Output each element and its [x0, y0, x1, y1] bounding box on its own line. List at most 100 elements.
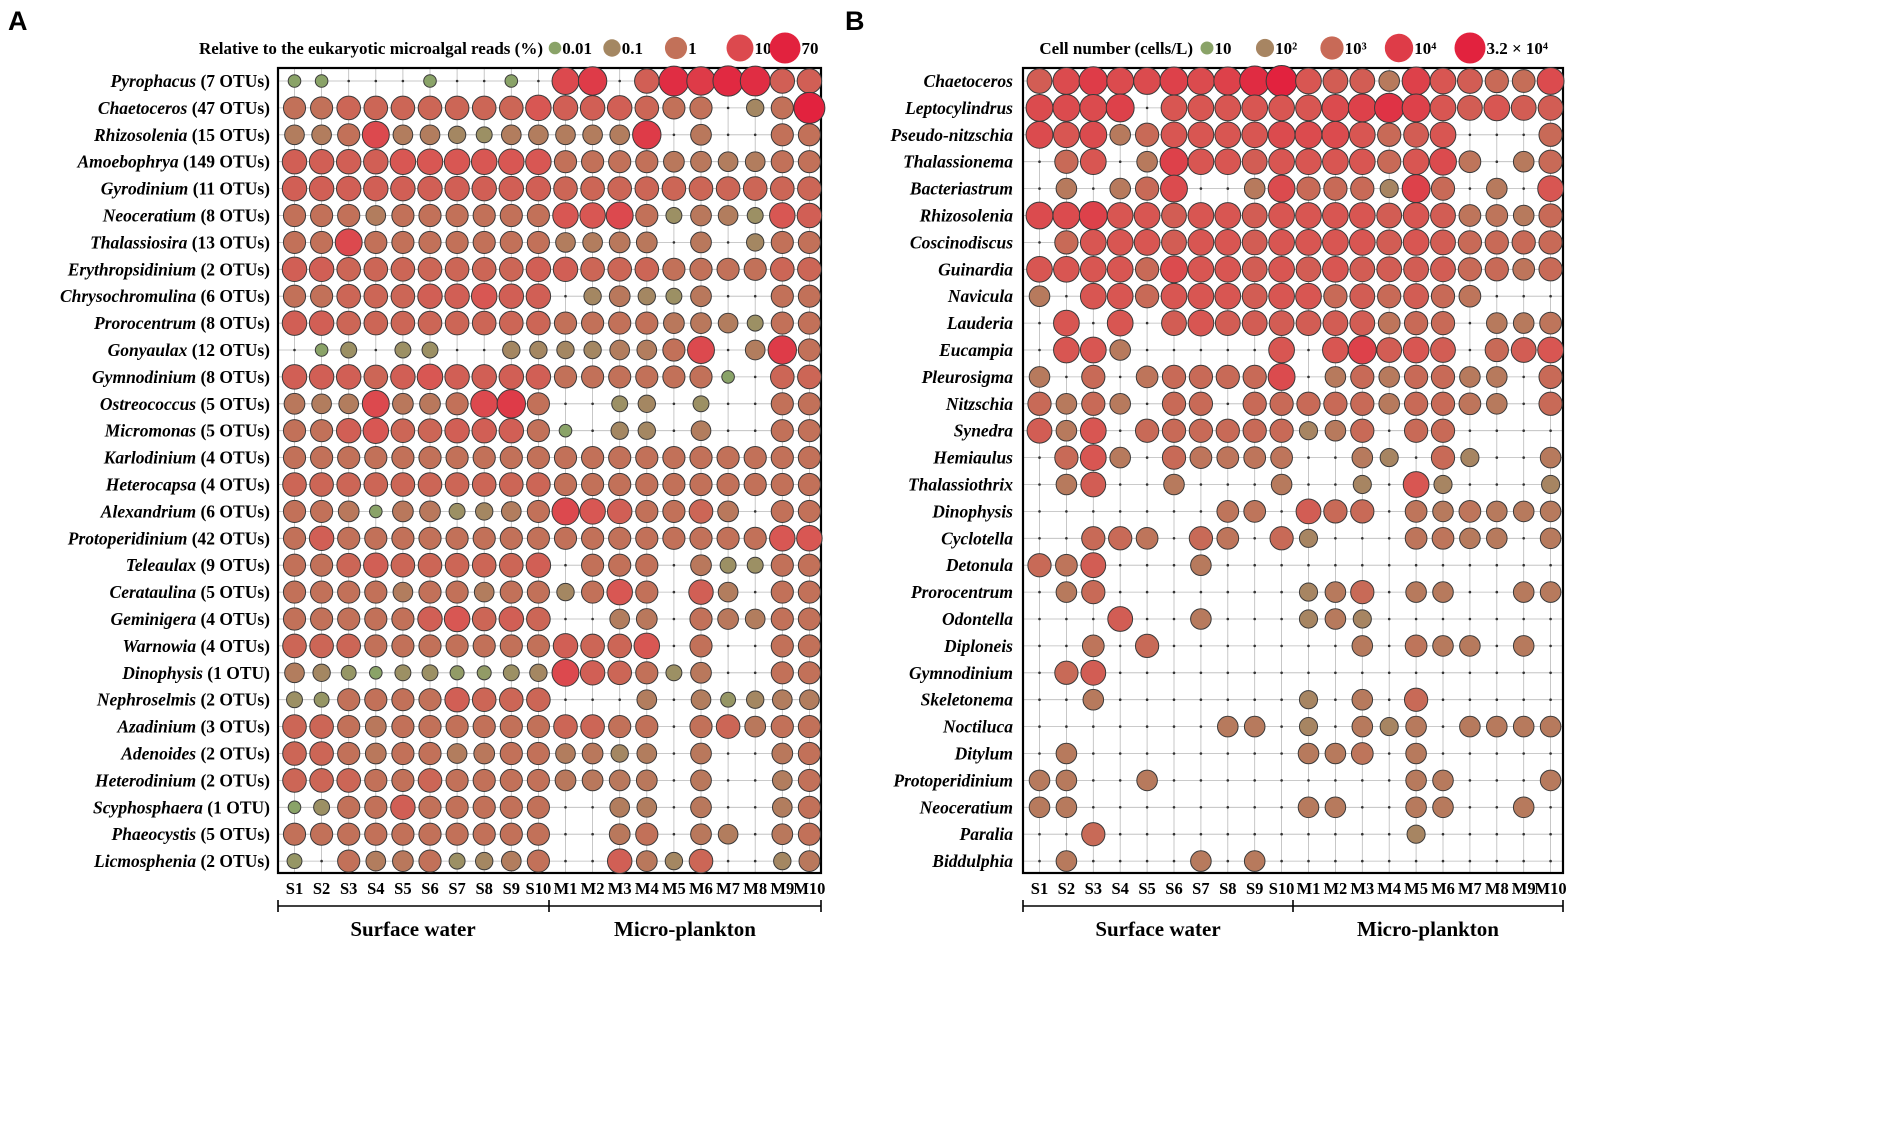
row-label-otus: (4 OTUs) [196, 448, 270, 468]
grid-node [1172, 617, 1176, 621]
row-label-taxon: Bacteriastrum [909, 179, 1013, 199]
data-bubble [337, 526, 361, 550]
data-bubble [716, 472, 740, 497]
data-bubble [1402, 148, 1430, 176]
data-bubble [418, 446, 442, 470]
data-bubble [1324, 419, 1347, 442]
data-bubble [1402, 202, 1430, 229]
data-bubble [635, 553, 659, 577]
row-label: Licmosphenia (2 OTUs) [93, 851, 270, 871]
data-bubble [635, 472, 659, 497]
data-bubble [310, 580, 334, 604]
data-bubble [634, 176, 660, 201]
data-bubble [1430, 364, 1456, 390]
data-bubble [391, 715, 415, 739]
data-bubble [338, 393, 360, 415]
grid-node [1468, 859, 1472, 863]
data-bubble [1028, 796, 1051, 819]
data-bubble [743, 446, 767, 470]
data-bubble [636, 689, 658, 711]
data-bubble [526, 795, 550, 819]
row-label: Alexandrium (6 OTUs) [100, 501, 270, 521]
column-label: S6 [421, 879, 438, 898]
data-bubble [392, 500, 414, 523]
data-bubble [1267, 120, 1296, 149]
grid-node [1441, 725, 1445, 728]
row-label-taxon: Heterocapsa [105, 475, 197, 495]
data-bubble [1484, 257, 1509, 282]
legend-label: 10 [754, 39, 771, 58]
data-bubble [499, 768, 523, 792]
row-label-taxon: Gymnodinium [92, 367, 196, 387]
data-bubble [1323, 284, 1348, 309]
data-bubble [1459, 366, 1481, 388]
grid-node [1495, 483, 1499, 486]
grid-node [1199, 698, 1203, 701]
grid-node [726, 752, 730, 755]
data-bubble [609, 124, 631, 146]
data-bubble [689, 472, 713, 497]
data-bubble [1351, 635, 1374, 657]
data-bubble [417, 606, 443, 632]
row-label: Rhizosolenia (15 OTUs) [93, 125, 270, 145]
data-bubble [471, 310, 497, 336]
grid-node [1522, 617, 1525, 621]
data-bubble [416, 363, 444, 391]
data-bubble [608, 365, 632, 389]
row-label-taxon: Cerataulina [110, 582, 197, 602]
data-bubble [581, 150, 605, 174]
grid-node [1441, 671, 1445, 675]
grid-node [672, 779, 676, 782]
row-label: Cyclotella [941, 528, 1013, 548]
grid-node [1065, 375, 1068, 379]
data-bubble [770, 150, 794, 174]
data-bubble [308, 525, 335, 552]
grid-node [726, 779, 730, 782]
grid-node [591, 859, 594, 863]
data-bubble [1349, 256, 1376, 283]
grid-node [1118, 563, 1122, 567]
grid-node [1118, 698, 1122, 701]
data-bubble [1241, 94, 1269, 122]
data-bubble [1348, 148, 1376, 176]
data-bubble [1214, 282, 1242, 310]
grid-node [1334, 859, 1337, 863]
data-bubble [282, 553, 307, 577]
data-bubble [282, 499, 307, 523]
data-bubble [525, 552, 552, 578]
data-bubble [1109, 393, 1131, 415]
data-bubble [1323, 176, 1348, 201]
data-bubble [1028, 285, 1051, 307]
data-bubble [1539, 527, 1562, 550]
data-bubble [282, 446, 307, 470]
grid-node [1280, 510, 1283, 513]
data-bubble [1429, 147, 1457, 176]
data-bubble [310, 419, 334, 443]
grid-node [1038, 859, 1041, 863]
data-bubble [472, 715, 496, 739]
data-bubble [337, 822, 361, 846]
data-bubble [687, 336, 715, 364]
data-bubble [445, 634, 469, 658]
row-label-otus: (1 OTU) [203, 797, 270, 817]
row-label-taxon: Licmosphenia [93, 851, 196, 871]
data-bubble [498, 606, 525, 632]
data-bubble [475, 126, 493, 144]
data-bubble [1456, 68, 1483, 94]
data-bubble [1055, 581, 1078, 603]
data-bubble [1215, 418, 1240, 443]
data-bubble [1402, 471, 1430, 498]
data-bubble [689, 715, 713, 739]
data-bubble [1078, 66, 1109, 96]
data-bubble [443, 148, 471, 175]
grid-node [1307, 832, 1310, 836]
row-label-taxon: Heterodinium [94, 770, 196, 790]
grid-node [1172, 832, 1176, 836]
data-bubble [717, 500, 739, 523]
grid-node [1280, 832, 1283, 836]
data-bubble [1079, 120, 1108, 149]
grid-node [1253, 806, 1256, 809]
data-bubble [1241, 202, 1268, 229]
data-bubble [1025, 201, 1054, 230]
data-bubble [310, 203, 334, 228]
